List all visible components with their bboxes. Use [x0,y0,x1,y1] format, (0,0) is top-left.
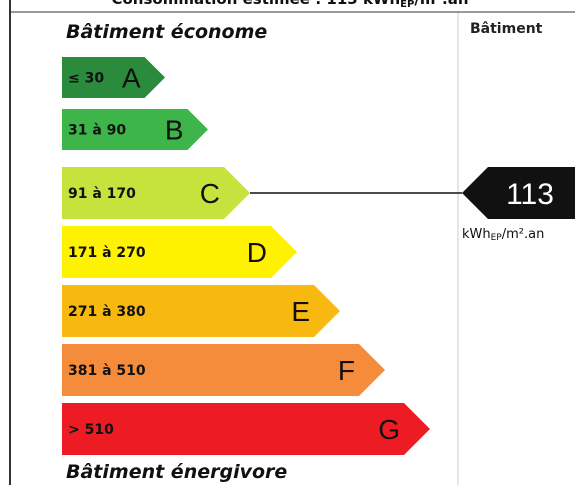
class-range: > 510 [68,422,114,438]
class-range: 91 à 170 [68,186,136,202]
class-letter: B [165,115,184,146]
class-bar [62,57,165,98]
header-sub: EP [400,0,414,10]
class-bar [62,344,385,396]
header: Consommation estimée : 113 kWhEP/m².an [111,0,468,10]
class-bar [62,167,250,219]
class-range: 31 à 90 [68,123,126,139]
class-range: 381 à 510 [68,363,146,379]
unit-sub: EP [491,233,503,243]
unit-tail: /m².an [502,227,545,242]
class-bar [62,226,297,278]
class-bar [62,403,430,455]
header-text: Consommation estimée : 113 kWh [111,0,400,8]
indicator-arrow [462,167,575,219]
column-header: Bâtiment [470,21,543,37]
class-letter: G [378,414,400,445]
class-letter: A [122,63,141,94]
indicator-value: 113 [506,178,554,211]
class-range: 271 à 380 [68,304,146,320]
unit-text: kWh [462,227,491,242]
top-label: Bâtiment économe [66,21,267,43]
class-letter: D [247,237,267,268]
class-letter: C [200,178,220,209]
class-bar [62,285,340,337]
class-letter: F [338,355,355,386]
header-tail: /m².an [414,0,468,8]
indicator-unit: kWhEP/m².an [462,227,544,243]
class-range: ≤ 30 [68,71,104,87]
class-range: 171 à 270 [68,245,146,261]
bottom-label: Bâtiment énergivore [66,461,287,483]
class-letter: E [291,296,310,327]
class-bar [62,109,208,150]
